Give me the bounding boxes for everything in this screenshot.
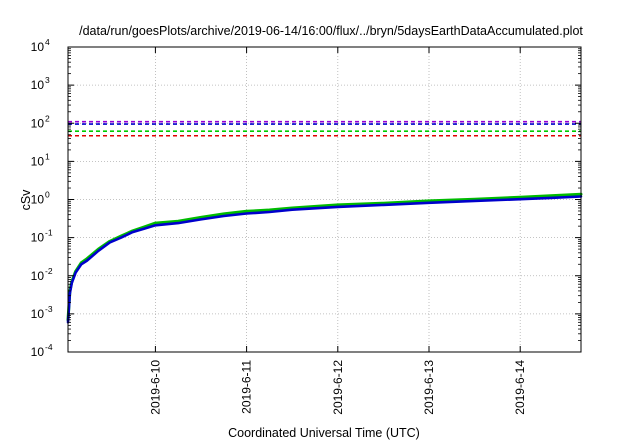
y-tick-label: 10 [31,40,45,54]
y-tick-exponent: -3 [45,304,53,314]
x-axis-label: Coordinated Universal Time (UTC) [228,426,420,440]
threshold-lines [68,120,581,137]
series-line [66,192,583,322]
x-tick-label: 2019-6-11 [240,360,254,414]
x-tick-label: 2019-6-10 [148,360,162,415]
y-tick-exponent: 3 [45,75,50,85]
y-tick-label: 10 [31,154,45,168]
y-tick-label: 10 [31,345,45,359]
y-tick-exponent: 0 [45,190,50,200]
chart-title: /data/run/goesPlots/archive/2019-06-14/1… [79,24,583,38]
y-tick-label: 10 [31,307,45,321]
x-tick-label: 2019-6-13 [422,360,436,415]
x-tick-label: 2019-6-14 [513,360,527,415]
y-tick-label: 10 [31,78,45,92]
y-tick-exponent: -2 [45,266,53,276]
x-tick-label: 2019-6-12 [331,360,345,415]
y-tick-label: 10 [31,193,45,207]
y-tick-label: 10 [31,269,45,283]
y-tick-exponent: 1 [45,151,50,161]
y-tick-exponent: 2 [45,113,50,123]
x-ticks: 2019-6-10 2019-6-11 2019-6-12 2019-6-13 2019… [148,47,527,415]
y-tick-exponent: -1 [45,228,53,238]
y-tick-label: 10 [31,116,45,130]
series-line [66,195,583,324]
series-lines [66,192,583,324]
y-tick-exponent: 4 [45,37,50,47]
y-axis-label: cSv [19,189,33,211]
y-tick-label: 10 [31,231,45,245]
y-tick-exponent: -4 [45,342,53,352]
